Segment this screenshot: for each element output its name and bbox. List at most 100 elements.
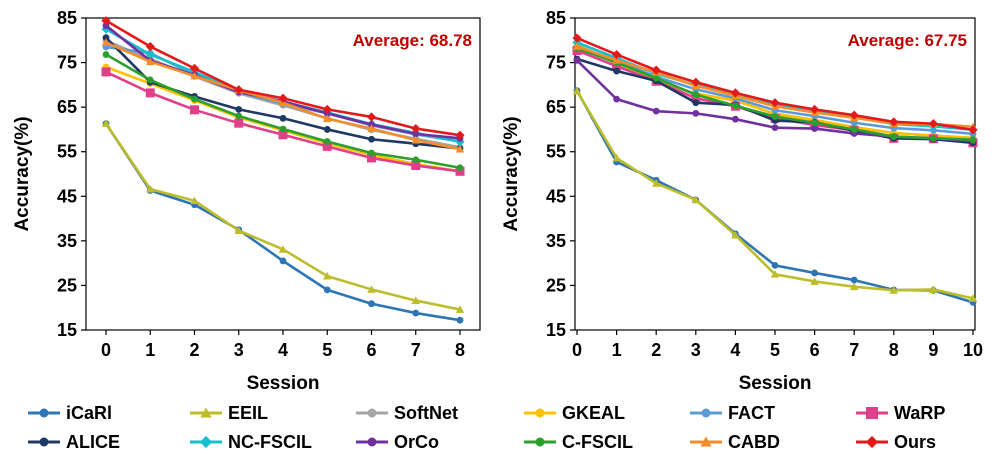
data-point: [456, 316, 464, 324]
data-point: [928, 119, 938, 129]
y-tick-label: 65: [546, 97, 566, 117]
data-point: [366, 112, 377, 122]
legend-label: CABD: [728, 432, 780, 452]
legend: iCaRl EEIL SoftNet GKEAL FACT WaRP ALICE NC-FSC…: [28, 403, 945, 452]
data-point: [968, 125, 978, 135]
data-point: [811, 125, 818, 132]
legend-item-softnet: SoftNet: [356, 403, 458, 423]
y-tick-label: 35: [57, 231, 77, 251]
data-point: [771, 261, 779, 269]
data-point: [323, 126, 331, 133]
x-tick-label: 10: [963, 340, 983, 360]
data-point: [102, 51, 110, 58]
data-point: [572, 86, 582, 95]
x-tick-label: 3: [691, 340, 701, 360]
x-axis-label: Session: [247, 373, 320, 394]
data-point: [146, 184, 155, 193]
legend-item-warp: WaRP: [856, 403, 945, 423]
legend-item-eeil: EEIL: [190, 403, 268, 423]
data-point: [322, 141, 332, 151]
data-point: [771, 113, 779, 120]
data-point: [889, 286, 899, 294]
x-tick-label: 3: [234, 340, 244, 360]
legend-swatch-marker: [866, 407, 878, 419]
data-point: [235, 105, 243, 113]
data-point: [101, 16, 111, 26]
data-point: [146, 57, 155, 66]
legend-label: NC-FSCIL: [228, 432, 312, 452]
y-tick-label: 15: [546, 320, 566, 340]
data-point: [849, 110, 859, 120]
legend-label: EEIL: [228, 403, 268, 423]
data-point: [651, 179, 661, 187]
legend-label: OrCo: [394, 432, 439, 452]
x-tick-label: 1: [145, 340, 155, 360]
y-tick-label: 35: [546, 231, 566, 251]
data-point: [101, 119, 111, 128]
legend-swatch-marker: [367, 408, 377, 418]
y-axis-label: Accuracy(%): [501, 116, 522, 231]
data-point: [730, 88, 740, 98]
legend-item-c-fscil: C-FSCIL: [524, 432, 633, 452]
data-point: [732, 102, 739, 110]
data-point: [770, 270, 780, 278]
legend-item-nc-fscil: NC-FSCIL: [190, 432, 312, 452]
data-point: [811, 269, 818, 277]
legend-swatch-marker: [865, 435, 879, 449]
data-point: [145, 49, 155, 60]
legend-item-icarl: iCaRl: [28, 403, 112, 423]
legend-item-ours: Ours: [856, 432, 936, 452]
data-point: [234, 226, 243, 235]
x-tick-label: 0: [572, 340, 582, 360]
data-point: [323, 271, 332, 280]
data-point: [278, 93, 288, 103]
data-point: [146, 76, 154, 84]
y-tick-label: 65: [57, 97, 77, 117]
data-point: [652, 74, 660, 82]
data-point: [322, 104, 332, 114]
legend-item-fact: FACT: [690, 403, 775, 423]
data-point: [412, 309, 420, 317]
average-annotation: Average: 67.75: [848, 31, 967, 50]
series-line: [104, 122, 461, 311]
data-point: [235, 112, 243, 120]
data-point: [969, 136, 977, 144]
series-eeil: [572, 86, 978, 302]
data-point: [573, 56, 581, 64]
data-point: [929, 285, 938, 293]
y-tick-label: 55: [57, 142, 77, 162]
plot-area-frame: [85, 17, 481, 331]
legend-label: FACT: [728, 403, 775, 423]
x-tick-label: 5: [322, 340, 332, 360]
data-point: [145, 88, 155, 98]
series-ours: [572, 33, 978, 135]
y-tick-label: 75: [57, 53, 77, 73]
y-tick-label: 45: [546, 186, 566, 206]
legend-label: C-FSCIL: [562, 432, 633, 452]
series-ours: [101, 16, 465, 140]
x-tick-label: 6: [366, 340, 376, 360]
data-point: [367, 153, 376, 163]
legend-swatch-marker: [200, 407, 212, 418]
legend-swatch-marker: [701, 408, 711, 418]
series-line: [104, 122, 461, 322]
legend-label: iCaRl: [66, 403, 112, 423]
data-point: [850, 126, 858, 133]
data-point: [850, 276, 858, 284]
x-tick-label: 4: [278, 340, 288, 360]
data-point: [930, 134, 937, 142]
data-point: [572, 33, 582, 43]
data-point: [368, 135, 375, 143]
x-tick-label: 9: [928, 340, 938, 360]
data-point: [731, 230, 740, 239]
y-tick-label: 75: [546, 53, 566, 73]
data-point: [279, 114, 287, 122]
data-point: [368, 300, 375, 308]
data-point: [411, 161, 421, 171]
x-axis-label: Session: [739, 373, 812, 394]
legend-swatch-marker: [199, 435, 213, 449]
data-point: [613, 95, 620, 103]
data-point: [411, 123, 421, 134]
